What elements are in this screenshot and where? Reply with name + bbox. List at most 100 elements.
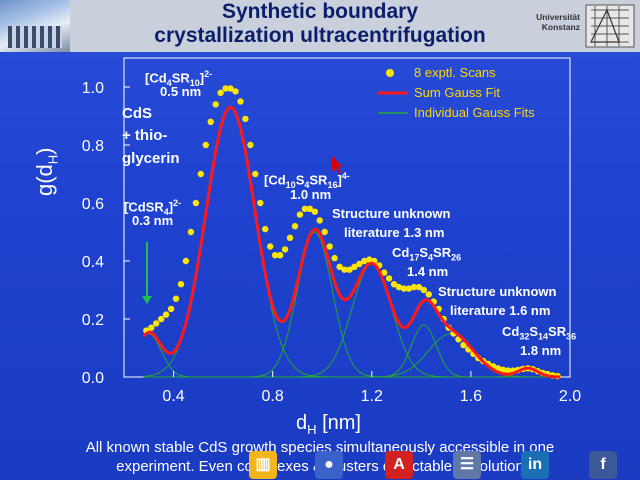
chart-app-icon[interactable]: ▥ bbox=[249, 451, 277, 479]
taskbar: ▥ ● A ☰ in f bbox=[245, 447, 640, 480]
facebook-icon[interactable]: f bbox=[589, 451, 617, 479]
x-tick-label: 0.8 bbox=[262, 388, 284, 405]
scan-point bbox=[172, 295, 180, 302]
label-unknown1-line2: literature 1.3 nm bbox=[344, 225, 445, 240]
sum-gauss-fit-line bbox=[142, 105, 561, 379]
label-cd32-formula: Cd32S14SR36 bbox=[502, 324, 577, 342]
label-cd4-size: 0.5 nm bbox=[160, 84, 202, 99]
gauss-component-6 bbox=[143, 367, 558, 378]
x-axis-title: dH [nm] bbox=[296, 412, 361, 437]
campus-photo bbox=[0, 0, 70, 52]
scan-point bbox=[390, 281, 398, 288]
label-cds-line2: + thio- bbox=[122, 127, 168, 144]
label-cds-line1: CdS bbox=[122, 105, 152, 122]
x-tick-label: 1.2 bbox=[361, 388, 383, 405]
scan-point bbox=[267, 243, 274, 250]
scan-point bbox=[395, 283, 403, 291]
video-icon[interactable]: ● bbox=[315, 451, 343, 479]
scan-point bbox=[271, 252, 279, 259]
scan-point bbox=[420, 286, 427, 294]
cdsr4-arrowhead bbox=[142, 296, 152, 304]
label-cd10-size: 1.0 nm bbox=[290, 187, 332, 202]
slide-header: Synthetic boundary crystallization ultra… bbox=[0, 0, 640, 52]
scan-point bbox=[162, 311, 170, 318]
y-axis-title: g(dH) bbox=[32, 147, 61, 196]
scan-point bbox=[326, 243, 333, 250]
legend-sum-fit-label: Sum Gauss Fit bbox=[414, 85, 500, 100]
scan-point bbox=[281, 246, 289, 253]
scan-point bbox=[227, 85, 234, 92]
chart-plot: 0.4 0.8 1.2 1.6 2.0 0.0 0.2 0.4 0.6 0.8 1.0 bbox=[82, 57, 581, 405]
scan-point bbox=[291, 223, 299, 230]
label-unknown2-line2: literature 1.6 nm bbox=[450, 303, 551, 318]
y-tick-label: 0.6 bbox=[82, 196, 104, 213]
scan-point bbox=[192, 199, 200, 207]
legend-gauss: Individual Gauss Fits bbox=[378, 104, 578, 122]
university-logo-icon bbox=[585, 4, 635, 48]
scan-point bbox=[153, 320, 160, 327]
slide-title-line1: Synthetic boundary bbox=[221, 0, 419, 23]
scan-point bbox=[257, 199, 264, 207]
scan-point bbox=[148, 324, 155, 331]
contacts-icon[interactable]: ☰ bbox=[453, 451, 481, 479]
scan-point bbox=[306, 205, 313, 212]
label-unknown1-line1: Structure unknown bbox=[332, 206, 451, 221]
scan-point bbox=[346, 266, 353, 273]
legend-sum-fit: Sum Gauss Fit bbox=[378, 84, 578, 102]
y-tick-label: 1.0 bbox=[82, 80, 104, 97]
scan-point bbox=[286, 234, 294, 241]
scan-point bbox=[207, 118, 214, 126]
scan-point bbox=[361, 257, 368, 265]
legend-scans-label: 8 exptl. Scans bbox=[414, 65, 496, 80]
scan-point bbox=[499, 366, 507, 373]
scan-point bbox=[385, 275, 393, 282]
scan-point bbox=[252, 170, 259, 178]
scan-point bbox=[232, 88, 239, 95]
scan-point bbox=[336, 263, 343, 270]
scan-point bbox=[237, 98, 244, 105]
label-cd4-formula: [Cd4SR10]2- bbox=[145, 69, 213, 88]
scan-point bbox=[212, 101, 219, 108]
label-cd32-size: 1.8 nm bbox=[520, 343, 562, 358]
label-cd17-size: 1.4 nm bbox=[407, 264, 449, 279]
mouse-cursor-icon bbox=[332, 156, 343, 174]
axis-ticks: 0.4 0.8 1.2 1.6 2.0 0.0 0.2 0.4 0.6 0.8 1.0 bbox=[82, 80, 581, 405]
scan-point bbox=[247, 141, 254, 149]
linkedin-icon[interactable]: in bbox=[521, 451, 549, 479]
label-cdsr4-formula: [CdSR4]2- bbox=[124, 198, 182, 217]
scan-point bbox=[167, 305, 175, 313]
x-tick-label: 1.6 bbox=[460, 388, 482, 405]
label-cdsr4-size: 0.3 nm bbox=[132, 213, 174, 228]
scan-point bbox=[222, 85, 229, 92]
logo-line2: Konstanz bbox=[541, 22, 580, 32]
scan-point bbox=[276, 252, 284, 259]
scan-point bbox=[341, 266, 348, 273]
scan-point bbox=[177, 281, 185, 288]
scan-point bbox=[356, 260, 363, 268]
scan-point bbox=[410, 283, 418, 291]
scan-point bbox=[158, 315, 165, 323]
x-tick-label: 2.0 bbox=[559, 388, 581, 405]
slide-footer: All known stable CdS growth species simu… bbox=[0, 438, 640, 476]
label-cd17-formula: Cd17S4SR26 bbox=[392, 245, 462, 263]
label-cd10-formula: [Cd10S4SR16]4- bbox=[264, 171, 350, 190]
legend-gauss-label: Individual Gauss Fits bbox=[414, 105, 535, 120]
slide-title-line2: crystallization ultracentrifugation bbox=[154, 24, 486, 47]
y-tick-label: 0.0 bbox=[82, 370, 104, 387]
footer-line1: All known stable CdS growth species simu… bbox=[85, 439, 555, 456]
university-logo-text: Universität Konstanz bbox=[526, 12, 580, 32]
scan-point bbox=[351, 263, 358, 270]
legend-scans: 8 exptl. Scans bbox=[378, 64, 578, 82]
label-cds-line3: glycerin bbox=[122, 150, 180, 167]
acrobat-icon[interactable]: A bbox=[385, 451, 413, 479]
y-tick-label: 0.4 bbox=[82, 254, 104, 271]
scan-point bbox=[381, 269, 388, 276]
scan-point bbox=[242, 115, 249, 123]
scan-point bbox=[504, 367, 512, 374]
scan-point bbox=[405, 285, 413, 292]
scan-point bbox=[301, 205, 309, 212]
scan-point bbox=[202, 141, 209, 149]
scan-point bbox=[400, 285, 408, 292]
scan-point bbox=[415, 283, 423, 291]
scan-point bbox=[311, 208, 318, 215]
